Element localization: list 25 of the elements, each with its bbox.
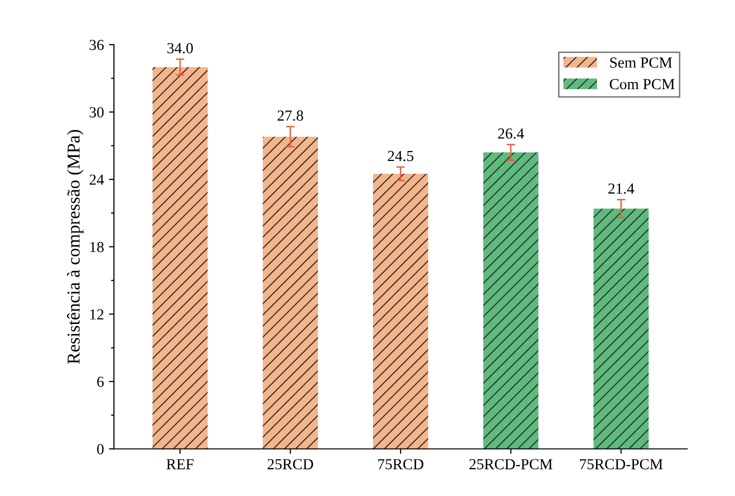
y-tick-label: 24 [90,174,104,185]
legend-label: Com PCM [610,79,675,90]
x-tick-label: 75RCD-PCM [580,459,663,470]
data-label: 27.8 [278,110,304,121]
data-label: 34.0 [167,43,193,54]
bar [594,208,649,449]
y-tick-label: 18 [90,242,104,252]
y-tick-label: 12 [90,309,104,320]
bar [262,136,318,449]
y-axis-title: Resistência à compressão (MPa) [66,130,84,364]
bar [152,67,208,449]
x-tick-label: 25RCD [268,459,314,470]
bar [373,174,428,449]
data-label: 24.5 [388,150,414,162]
data-label: 26.4 [498,128,524,139]
legend-label: Sem PCM [610,57,672,68]
y-tick-label: 6 [97,376,104,387]
x-tick-label: 75RCD [378,459,424,470]
x-tick-label: REF [166,459,194,470]
data-label: 21.4 [608,183,634,194]
x-tick-label: 25RCD-PCM [469,459,552,470]
y-tick-label: 36 [90,40,104,50]
y-tick-label: 0 [97,444,104,454]
y-tick-label: 30 [90,107,104,118]
bar [483,152,538,449]
